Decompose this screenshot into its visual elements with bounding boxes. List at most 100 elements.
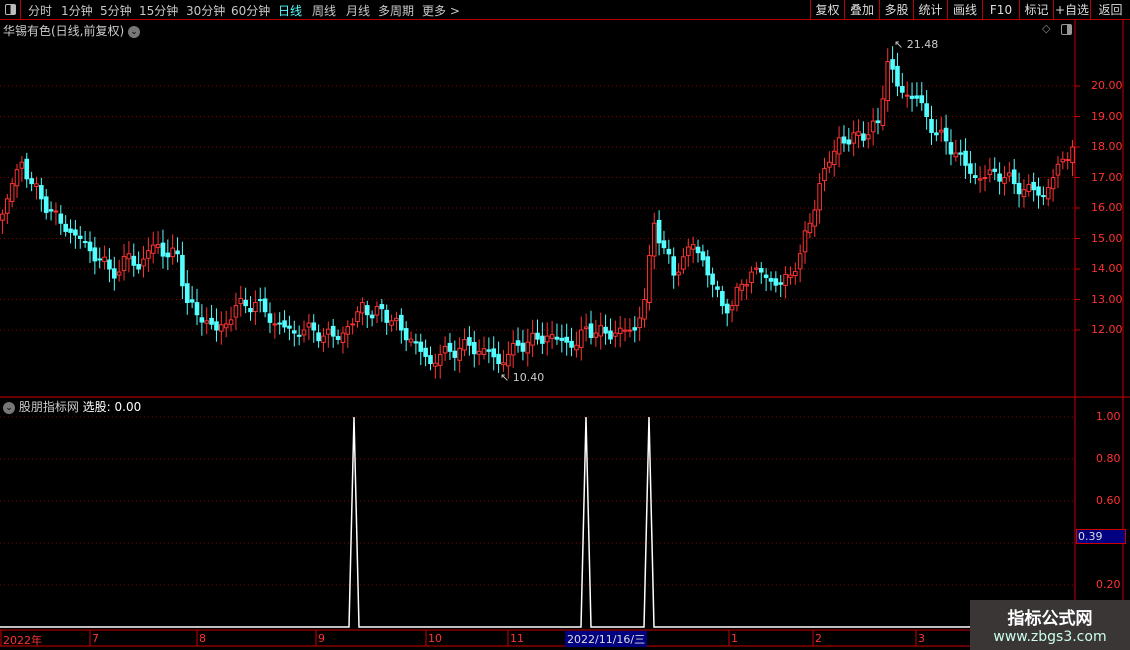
candle-body [121,256,127,272]
period-tab[interactable]: 更多 > [422,4,460,18]
candle-body [1031,181,1036,191]
candle-body [870,120,876,133]
period-tab[interactable]: 30分钟 [186,4,226,18]
period-tab[interactable]: 60分钟 [231,4,271,18]
toolbar-button[interactable]: 统计 [913,0,947,20]
candle-body [661,240,667,249]
price-axis-label: 15.00 [1091,231,1123,245]
stock-title: 华锡有色(日线,前复权) [3,24,125,38]
candle-body [4,198,10,214]
toolbar-button[interactable]: 画线 [947,0,982,20]
candle-body [77,235,83,239]
candle-body [929,119,934,133]
candle-body [617,327,623,335]
toolbar-button[interactable]: 返回 [1090,0,1130,20]
candle-body [968,163,973,174]
panel-icon[interactable] [1061,24,1072,35]
candle-body [938,129,944,133]
candle-body [1060,158,1066,163]
candle-body [399,314,404,331]
period-tab[interactable]: 日线 [278,4,303,18]
price-axis-label: 13.00 [1091,292,1123,306]
chevron-down-icon[interactable]: ⌄ [128,25,141,38]
candle-body [379,304,385,310]
candle-body [9,183,15,202]
period-tab[interactable]: 月线 [346,4,371,18]
candle-body [233,305,239,318]
candle-body [681,256,686,270]
candle-body [948,142,954,155]
candle-body [1055,163,1061,176]
toolbar-button[interactable]: 复权 [810,0,844,20]
candle-body [291,330,297,334]
candle-body [831,150,837,165]
candle-body [209,317,214,325]
candle-body [428,355,433,365]
toolbar-button[interactable]: 叠加 [844,0,879,20]
candle-body [627,329,633,332]
toolbar-button[interactable]: 多股 [879,0,913,20]
candle-body [394,317,399,322]
candle-body [267,313,273,323]
candle-body [724,303,730,314]
candle-body [773,278,779,286]
candle-body [335,336,341,340]
candle-body [783,273,788,286]
candle-body [705,256,711,276]
candle-body [175,250,180,255]
candle-body [340,332,346,343]
candle-body [282,320,287,328]
date-axis-label: 9 [318,632,325,645]
date-axis-label: 1 [731,632,738,645]
toolbar-button[interactable]: +自选 [1053,0,1090,20]
top-toolbar: 分时 1分钟 5分钟 15分钟 30分钟 60分钟 日线 周线 月线 多周期 更多 > 复权 叠加 多股… [0,0,1130,20]
toolbar-button[interactable]: F10 [982,0,1019,20]
candle-body [423,347,428,357]
candle-body [554,336,560,340]
period-tab[interactable]: 5分钟 [100,4,132,18]
period-tab[interactable]: 多周期 [378,4,415,18]
candle-body [642,299,647,320]
toolbar-button[interactable]: 标记 [1019,0,1053,20]
candle-body [700,251,706,261]
candle-body [1016,182,1022,195]
period-tab[interactable]: 1分钟 [61,4,93,18]
candle-body [817,183,822,211]
candle-body [793,271,798,277]
candle-body [510,343,516,356]
period-tab[interactable]: 15分钟 [139,4,179,18]
candle-body [1011,169,1017,185]
period-tab[interactable]: 分时 [28,4,53,18]
period-tab[interactable]: 周线 [312,4,337,18]
chevron-down-icon[interactable]: ⌄ [3,401,15,414]
candle-body [155,244,161,248]
candle-body [82,241,88,244]
candle-body [613,332,618,337]
candle-body [413,341,419,344]
candle-body [1065,159,1071,162]
candle-body [797,253,803,270]
current-value-badge: 0.39 [1076,529,1126,544]
diamond-icon[interactable]: ◇ [1042,22,1051,35]
date-axis-label: 2 [815,632,822,645]
candle-body [622,329,628,332]
panel-toggle-button[interactable] [0,0,21,20]
candle-body [165,252,171,258]
chart-title: 华锡有色(日线,前复权) ⌄ [3,22,141,39]
candle-body [150,244,156,254]
price-axis-label: 14.00 [1091,262,1123,275]
candle-body [73,229,78,236]
candle-body [199,317,205,323]
candle-body [189,299,195,303]
candle-body [914,95,920,99]
candle-body [720,291,725,307]
candle-body [160,242,166,257]
candle-body [301,329,307,336]
date-axis-label: 8 [199,632,206,645]
candle-body [39,185,44,200]
candle-body [749,271,754,284]
watermark-url: www.zbgs3.com [993,629,1107,645]
candle-body [204,320,210,324]
candle-body [593,332,599,338]
